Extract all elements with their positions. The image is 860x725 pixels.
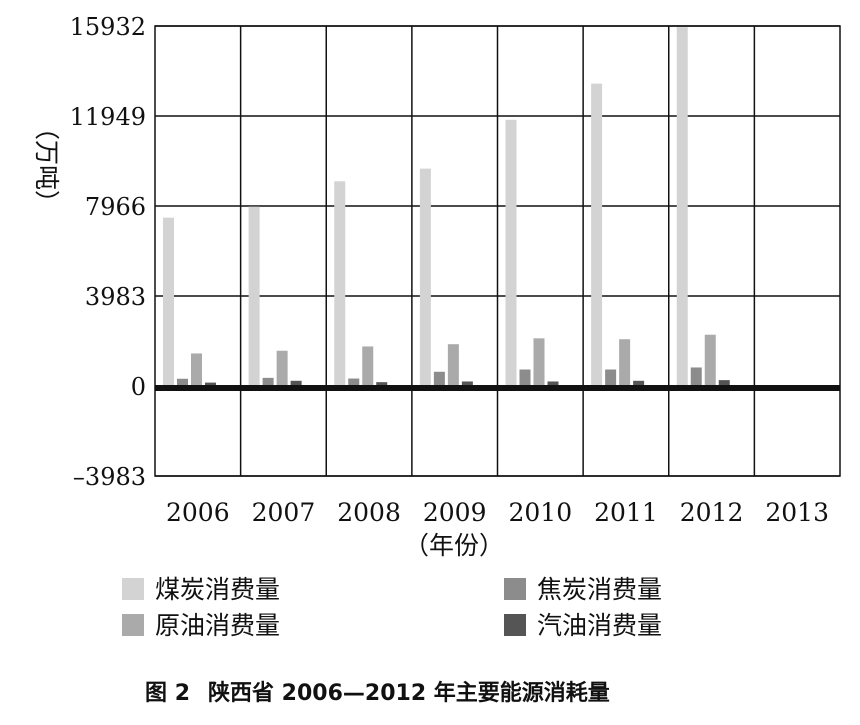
x-tick-label: 2008 [337, 498, 401, 527]
bar-1-2009 [419, 168, 431, 386]
bar-2-2011 [605, 369, 617, 386]
bar-1-2007 [248, 206, 260, 386]
bar-2-2006 [177, 378, 188, 386]
y-tick-label: 7966 [85, 193, 146, 221]
legend-label-1: 煤炭消费量 [155, 575, 280, 604]
x-tick-label: 2012 [680, 498, 744, 527]
x-tick-label: 2007 [252, 498, 316, 527]
x-axis-label: （年份） [404, 531, 504, 560]
legend-swatch-2 [504, 578, 526, 600]
y-tick-label: –3983 [73, 463, 146, 491]
bar-4-2006 [205, 382, 216, 386]
bar-3-2012 [704, 334, 716, 386]
x-tick-label: 2013 [765, 498, 829, 527]
bar-4-2007 [290, 380, 302, 386]
figure-caption-label: 图 2 [145, 681, 190, 706]
x-tick-label: 2009 [423, 498, 487, 527]
bar-3-2009 [447, 344, 459, 386]
legend-swatch-4 [504, 614, 526, 636]
bar-3-2008 [362, 346, 374, 386]
bar-2-2008 [348, 378, 360, 386]
bar-3-2007 [276, 350, 288, 386]
y-tick-label: 15932 [70, 13, 146, 41]
bar-4-2012 [718, 380, 730, 386]
bar-2-2009 [433, 371, 445, 386]
legend-label-3: 原油消费量 [155, 611, 280, 640]
bar-1-2012 [676, 27, 688, 387]
x-tick-labels: 2006 2007 2008 2009 2010 2011 2012 2013 [166, 498, 829, 527]
legend-label-4: 汽油消费量 [537, 611, 662, 640]
bar-2-2007 [262, 377, 274, 386]
bar-1-2008 [334, 181, 346, 386]
bar-4-2011 [633, 380, 645, 386]
x-tick-label: 2006 [166, 498, 230, 527]
bar-3-2010 [533, 338, 545, 386]
bar-4-2008 [376, 382, 388, 386]
bar-4-2009 [461, 381, 473, 386]
bar-1-2011 [591, 83, 603, 387]
figure-caption-text: 陕西省 2006—2012 年主要能源消耗量 [208, 680, 610, 706]
bar-4-2010 [547, 381, 559, 386]
legend-label-2: 焦炭消费量 [537, 575, 662, 604]
y-tick-label: 3983 [85, 283, 146, 311]
bar-1-2010 [505, 119, 517, 387]
bar-3-2011 [619, 339, 631, 386]
bar-2-2012 [690, 367, 702, 386]
y-tick-labels: 15932 11949 7966 3983 0 –3983 [70, 13, 146, 491]
bar-3-2006 [191, 353, 202, 386]
y-tick-label: 11949 [70, 103, 146, 131]
x-tick-label: 2010 [509, 498, 573, 527]
legend-swatch-1 [122, 578, 144, 600]
y-tick-label: 0 [131, 373, 146, 401]
bar-1-2006 [163, 217, 174, 386]
y-axis-label: （万吨） [32, 115, 61, 215]
bars [163, 27, 730, 387]
bar-2-2010 [519, 369, 531, 386]
legend-swatch-3 [122, 614, 144, 636]
x-tick-label: 2011 [594, 498, 658, 527]
